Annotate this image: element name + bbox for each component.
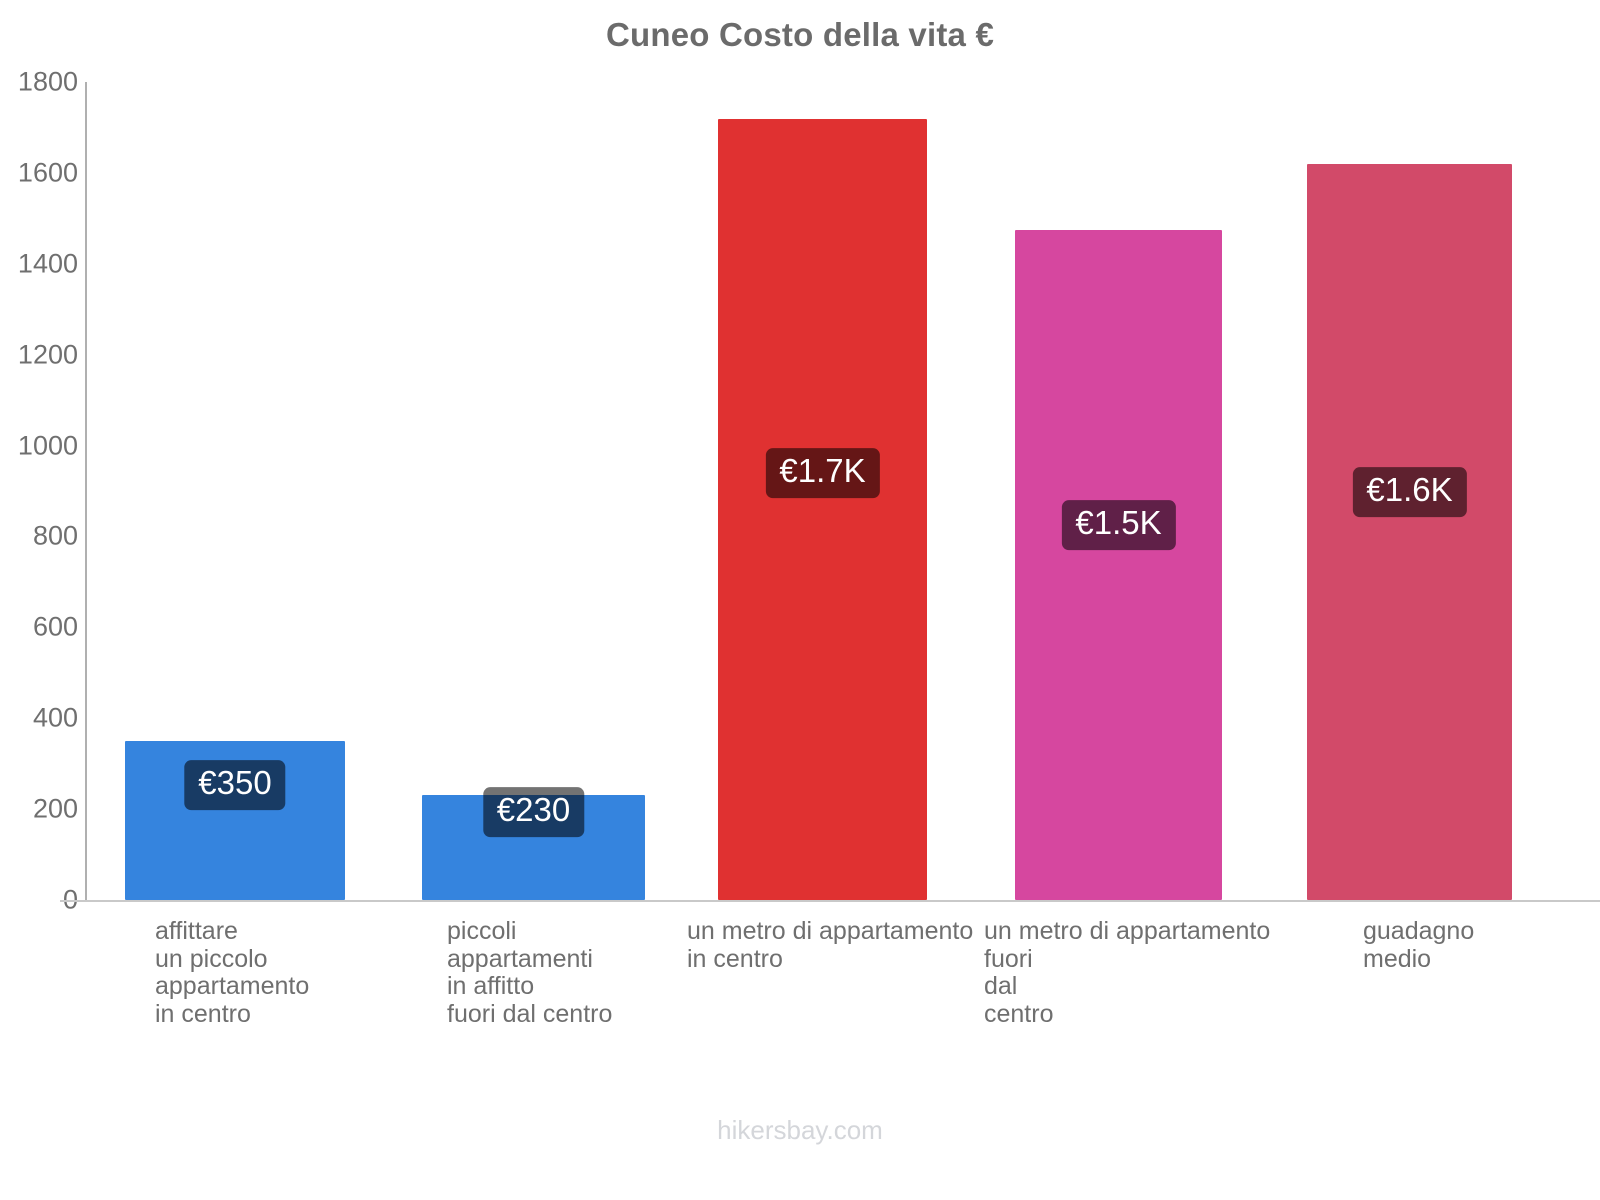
y-axis-tick-label: 200 (32, 793, 78, 824)
bar-value-label: €1.7K (765, 448, 880, 498)
bar (1307, 163, 1512, 900)
bar (1015, 229, 1222, 900)
y-axis-tick-labels: 1800 1600 1400 1200 1000 800 600 400 200 0 (0, 0, 78, 1200)
y-axis-tick-label: 1200 (17, 339, 78, 370)
y-axis-tick-label: 1000 (17, 430, 78, 461)
x-axis-category-label: piccoli appartamenti in affitto fuori da… (447, 917, 613, 1028)
watermark-label: hikersbay.com (717, 1115, 883, 1145)
y-axis-line (85, 82, 87, 900)
y-axis-tick-label: 0 (6, 885, 78, 916)
y-axis-tick-label: 1400 (17, 248, 78, 279)
chart-title: Cuneo Costo della vita € (605, 16, 995, 53)
y-axis-tick-label: 400 (32, 702, 78, 733)
bar-value-label: €1.5K (1061, 500, 1176, 550)
y-axis-tick-label: 600 (32, 611, 78, 642)
x-axis-category-label: guadagno medio (1363, 917, 1475, 973)
x-axis-category-labels: affittare un piccolo appartamento in cen… (0, 917, 1600, 1058)
bar-value-label: €230 (482, 787, 585, 837)
bar-value-label: €1.6K (1352, 467, 1467, 517)
bar (718, 119, 927, 900)
x-axis-category-label: un metro di appartamento in centro (687, 917, 974, 973)
bar-value-label: €350 (184, 760, 286, 810)
y-axis-tick-label: 1800 (17, 66, 78, 97)
x-axis-category-label: un metro di appartamento fuori dal centr… (984, 917, 1271, 1028)
x-axis-baseline (60, 900, 1600, 902)
y-axis-tick-label: 1600 (17, 157, 78, 188)
x-axis-category-label: affittare un piccolo appartamento in cen… (155, 917, 310, 1028)
y-axis-tick-label: 800 (32, 520, 78, 551)
